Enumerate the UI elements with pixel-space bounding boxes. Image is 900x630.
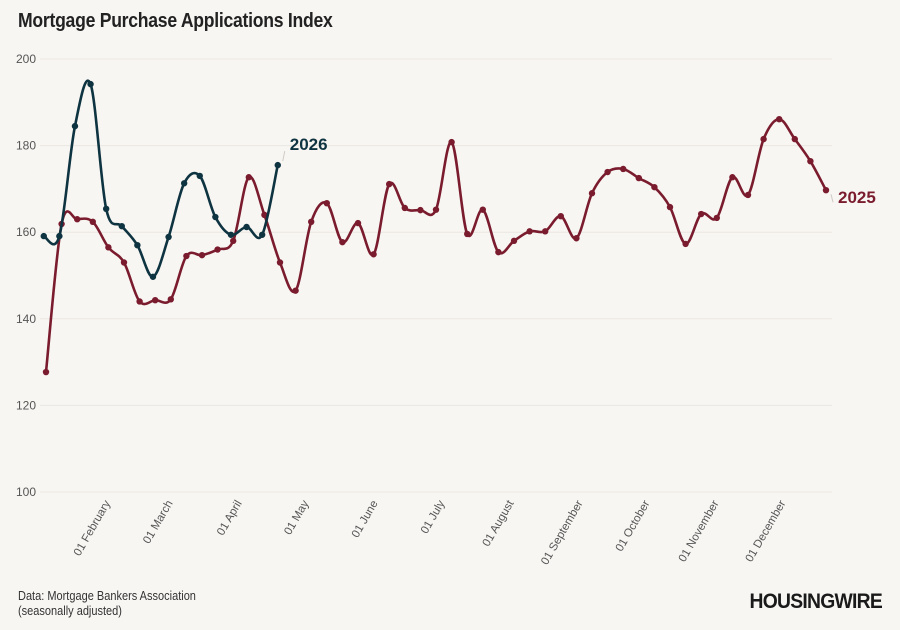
data-point — [42, 368, 50, 376]
data-point — [495, 248, 502, 256]
data-point — [620, 165, 627, 173]
data-point — [274, 161, 281, 169]
data-point — [212, 213, 219, 221]
series-2025 — [42, 115, 830, 376]
series-line-2025 — [44, 117, 828, 373]
data-point — [822, 186, 830, 194]
data-point — [744, 191, 752, 199]
data-point — [713, 214, 720, 222]
data-point — [479, 206, 486, 213]
data-point — [118, 222, 125, 230]
x-tick-label: 01 July — [419, 498, 448, 536]
x-tick-label: 01 March — [141, 499, 175, 547]
source-note: Data: Mortgage Bankers Association (seas… — [18, 589, 196, 619]
data-point — [276, 259, 284, 266]
data-point — [526, 228, 533, 235]
data-point — [180, 180, 188, 187]
data-point — [198, 251, 206, 259]
source-line-2: (seasonally adjusted) — [18, 604, 122, 618]
label-leader — [830, 194, 834, 203]
data-point — [167, 296, 174, 303]
data-point — [71, 122, 79, 130]
data-point — [729, 174, 736, 181]
data-point — [417, 206, 424, 214]
label-leader — [282, 150, 286, 162]
data-point — [56, 232, 63, 240]
data-point — [245, 174, 252, 181]
data-point — [791, 135, 798, 143]
data-point — [682, 240, 689, 248]
data-point — [152, 296, 159, 304]
data-point — [698, 210, 705, 218]
x-tick-label: 01 May — [282, 498, 311, 537]
data-point — [183, 252, 190, 260]
chart-title: Mortgage Purchase Applications Index — [18, 10, 333, 32]
data-point — [588, 190, 596, 197]
data-point — [120, 259, 128, 266]
data-point — [105, 244, 112, 251]
data-point — [323, 199, 330, 207]
data-point — [448, 138, 455, 146]
data-point — [214, 246, 221, 253]
x-tick-label: 01 August — [481, 498, 517, 549]
data-point — [230, 237, 237, 245]
data-point — [165, 233, 172, 241]
y-tick-label: 160 — [16, 225, 36, 239]
data-point — [776, 115, 783, 123]
housingwire-logo: HOUSINGWIRE — [749, 590, 882, 613]
data-point — [243, 223, 250, 231]
data-point — [760, 135, 767, 143]
data-point — [370, 251, 377, 258]
series-label: 2026 — [290, 135, 328, 154]
data-point — [604, 168, 611, 176]
y-tick-label: 120 — [16, 398, 36, 412]
series-line-2026 — [43, 79, 280, 279]
data-point — [464, 230, 471, 238]
data-point — [510, 237, 518, 245]
x-tick-label: 01 February — [72, 498, 114, 558]
series-label: 2025 — [838, 188, 876, 207]
series-2026 — [40, 79, 281, 280]
data-point — [87, 80, 94, 88]
y-tick-label: 100 — [16, 485, 36, 499]
data-point — [134, 241, 141, 249]
data-point — [227, 231, 235, 238]
data-point — [258, 231, 266, 238]
data-point — [196, 172, 203, 180]
data-point — [89, 218, 97, 226]
data-point — [651, 183, 658, 191]
x-tick-label: 01 June — [350, 499, 381, 540]
data-point — [339, 238, 346, 246]
data-point — [136, 298, 143, 305]
data-point — [666, 203, 674, 211]
data-point — [573, 235, 580, 242]
x-tick-label: 01 October — [614, 498, 653, 553]
data-point — [401, 204, 408, 212]
data-point — [386, 180, 393, 188]
data-point — [354, 219, 362, 227]
data-point — [292, 287, 299, 294]
data-point — [261, 211, 268, 219]
data-point — [308, 218, 315, 226]
data-point — [542, 228, 549, 235]
x-tick-label: 01 December — [744, 498, 789, 564]
data-point — [432, 206, 440, 213]
source-line-1: Data: Mortgage Bankers Association — [18, 589, 196, 603]
x-tick-label: 01 September — [539, 498, 586, 567]
data-point — [102, 205, 110, 213]
y-tick-label: 180 — [16, 139, 36, 153]
data-point — [74, 216, 81, 223]
data-point — [807, 157, 814, 165]
y-tick-label: 200 — [16, 52, 36, 66]
data-point — [40, 232, 47, 240]
data-point — [635, 174, 642, 182]
data-point — [557, 212, 564, 220]
x-tick-label: 01 November — [677, 498, 722, 564]
data-point — [149, 273, 157, 280]
x-tick-label: 01 April — [215, 499, 245, 538]
y-tick-label: 140 — [16, 312, 36, 326]
